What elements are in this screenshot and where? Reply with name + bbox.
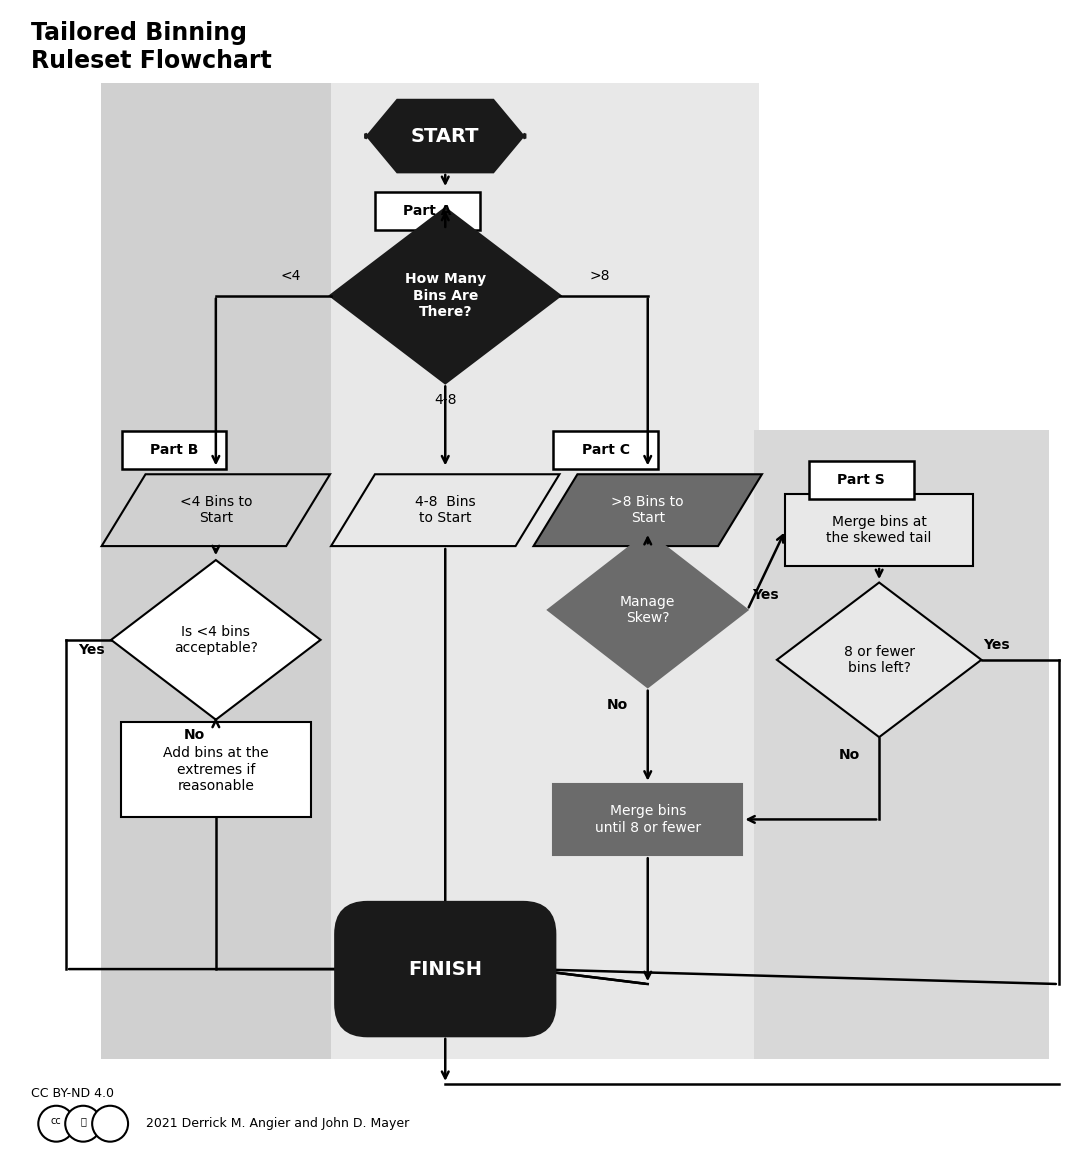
Text: Manage
Skew?: Manage Skew? [620, 595, 675, 625]
Text: Part S: Part S [837, 473, 885, 487]
Text: <4: <4 [280, 268, 301, 282]
FancyBboxPatch shape [808, 462, 913, 499]
Text: No: No [839, 747, 860, 761]
Text: 4-8  Bins
to Start: 4-8 Bins to Start [415, 496, 476, 525]
Text: Part C: Part C [582, 443, 630, 457]
Polygon shape [365, 100, 525, 171]
Text: Part A: Part A [403, 204, 452, 218]
Text: Tailored Binning
Ruleset Flowchart: Tailored Binning Ruleset Flowchart [32, 21, 272, 73]
Text: Add bins at the
extremes if
reasonable: Add bins at the extremes if reasonable [163, 746, 268, 793]
Polygon shape [331, 475, 560, 546]
Text: CC BY-ND 4.0: CC BY-ND 4.0 [32, 1087, 115, 1101]
FancyBboxPatch shape [331, 83, 560, 1059]
Polygon shape [111, 560, 321, 719]
Text: START: START [411, 127, 480, 146]
Text: Yes: Yes [77, 642, 105, 656]
FancyBboxPatch shape [553, 784, 743, 856]
Text: How Many
Bins Are
There?: How Many Bins Are There? [405, 273, 485, 318]
FancyBboxPatch shape [553, 431, 658, 469]
Text: No: No [608, 697, 628, 711]
Text: cc: cc [51, 1116, 61, 1125]
Text: 2021 Derrick M. Angier and John D. Mayer: 2021 Derrick M. Angier and John D. Mayer [146, 1117, 409, 1130]
Circle shape [92, 1105, 128, 1142]
FancyBboxPatch shape [560, 83, 759, 1059]
Text: >8: >8 [589, 268, 610, 282]
FancyBboxPatch shape [755, 430, 1048, 1059]
Polygon shape [777, 583, 982, 737]
Text: Yes: Yes [752, 588, 779, 602]
Circle shape [65, 1105, 101, 1142]
Polygon shape [101, 475, 331, 546]
FancyBboxPatch shape [336, 902, 555, 1035]
FancyBboxPatch shape [101, 83, 331, 1059]
Text: FINISH: FINISH [408, 960, 482, 978]
Text: >8 Bins to
Start: >8 Bins to Start [611, 496, 684, 525]
FancyBboxPatch shape [121, 431, 226, 469]
Text: Yes: Yes [983, 638, 1010, 652]
Text: No: No [183, 728, 204, 742]
Circle shape [38, 1105, 74, 1142]
Text: 8 or fewer
bins left?: 8 or fewer bins left? [843, 645, 914, 675]
Text: Is <4 bins
acceptable?: Is <4 bins acceptable? [173, 625, 257, 655]
Polygon shape [533, 475, 762, 546]
FancyBboxPatch shape [121, 722, 311, 817]
FancyBboxPatch shape [375, 192, 480, 230]
Text: Merge bins
until 8 or fewer: Merge bins until 8 or fewer [595, 805, 700, 835]
Text: 4-8: 4-8 [434, 393, 456, 407]
Text: <4 Bins to
Start: <4 Bins to Start [180, 496, 252, 525]
Text: Part B: Part B [149, 443, 199, 457]
Polygon shape [548, 533, 747, 687]
Text: ⃠: ⃠ [81, 1116, 86, 1125]
FancyBboxPatch shape [786, 494, 973, 566]
Polygon shape [331, 209, 560, 382]
Text: Merge bins at
the skewed tail: Merge bins at the skewed tail [827, 515, 932, 546]
